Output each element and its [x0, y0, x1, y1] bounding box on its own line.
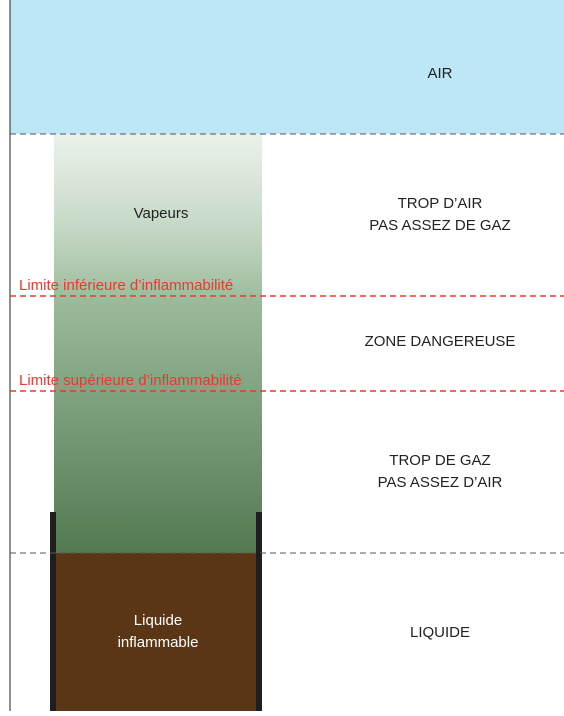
zone-label: LIQUIDE: [410, 624, 470, 641]
diagram: Limite inférieure d’inflammabilité Limit…: [0, 0, 564, 711]
air-zone: [10, 0, 564, 134]
vapour-column: [54, 134, 262, 556]
zone-label: AIR: [427, 65, 452, 82]
liquid: [54, 553, 262, 711]
vapour-label: Vapeurs: [134, 205, 189, 222]
upper-limit-label: Limite supérieure d’inflammabilité: [19, 372, 242, 389]
lower-limit-label: Limite inférieure d’inflammabilité: [19, 277, 233, 294]
zone-label: ZONE DANGEREUSE: [365, 333, 516, 350]
container-wall: [256, 512, 262, 711]
container-wall: [50, 512, 56, 711]
